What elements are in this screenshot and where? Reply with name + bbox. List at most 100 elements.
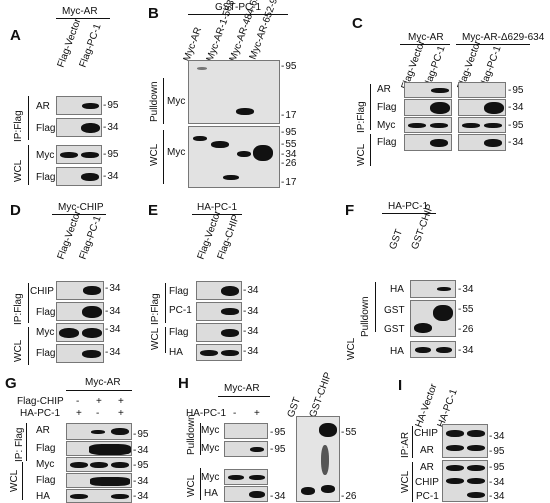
panel-c-wcl-bracket	[370, 134, 371, 166]
panel-e-blot-2	[196, 302, 242, 321]
panel-i-blot-2	[442, 460, 488, 502]
panel-b-mw-wcl-1: 95	[281, 128, 296, 138]
panel-b-lane-1: Myc-AR	[181, 25, 205, 63]
panel-i-lane-2: HA-PC-1	[435, 387, 460, 429]
panel-d-blot-1	[56, 281, 104, 300]
panel-c-title-line-right	[456, 44, 530, 45]
panel-g-blot-2	[66, 441, 132, 456]
panel-d-ip-label: IP:Flag	[13, 293, 24, 325]
panel-a-row-4: Flag	[36, 172, 56, 183]
panel-h-treat: HA-PC-1	[186, 408, 227, 419]
panel-h-gel-mw-2: 26	[341, 492, 356, 502]
panel-f-mw-1: 34	[458, 285, 473, 295]
panel-h-blot-1	[224, 423, 268, 439]
panel-f-mw-3: 26	[458, 325, 473, 335]
panel-e-blot-4	[196, 344, 242, 361]
panel-a-row-2: Flag	[36, 123, 56, 134]
panel-d-ip-bracket	[28, 283, 29, 323]
panel-b-title: GST-PC-1	[215, 2, 262, 13]
panel-c-blot-8	[458, 134, 506, 151]
panel-h-mw-1: 95	[270, 428, 285, 438]
panel-h-gel-lane-2: GST-CHIP	[307, 370, 335, 419]
panel-g-row-4: Flag	[36, 475, 56, 486]
panel-c-title-line-left	[400, 44, 450, 45]
panel-g-letter: G	[5, 375, 17, 392]
panel-b-blot-pulldown	[188, 60, 280, 124]
panel-c-blot-6	[458, 99, 506, 116]
panel-g-row-2: Flag	[36, 443, 56, 454]
panel-e-wcl-bracket	[165, 327, 166, 353]
panel-h-row-2: Myc	[201, 443, 220, 454]
panel-g-sign-2-2: -	[96, 408, 100, 419]
panel-g-treat-2: HA-PC-1	[20, 408, 61, 419]
panel-g-ip-bracket	[26, 423, 27, 461]
panel-i-row-1: CHIP	[414, 428, 438, 439]
panel-e-mw-2: 34	[243, 307, 258, 317]
panel-h-title-line	[218, 396, 270, 397]
panel-f-row-2: GST	[384, 305, 405, 316]
panel-e-row-1: Flag	[169, 286, 189, 297]
panel-a-row-3: Myc	[36, 150, 55, 161]
panel-e-row-4: HA	[169, 347, 183, 358]
panel-i-mw-5: 34	[489, 492, 504, 502]
panel-a-mw-4: 34	[103, 172, 118, 182]
panel-g-treat-1: Flag-CHIP	[17, 396, 64, 407]
panel-d-mw-1: 34	[105, 284, 120, 294]
panel-b-mw-wcl-4: 26	[281, 159, 296, 169]
panel-d-letter: D	[10, 202, 21, 219]
panel-i-ip-bracket	[412, 426, 413, 458]
panel-d-mw-4: 34	[105, 348, 120, 358]
panel-c-mw-1: 95	[508, 86, 523, 96]
panel-i-row-5: PC-1	[416, 491, 439, 502]
panel-c-mw-3: 95	[508, 121, 523, 131]
panel-g-mw-2: 34	[133, 446, 148, 456]
panel-f-row-4: HA	[390, 346, 404, 357]
panel-c-blot-7	[458, 117, 506, 133]
panel-i-row-4: CHIP	[415, 477, 439, 488]
panel-a-wcl-bracket	[28, 145, 29, 185]
panel-g-sign-2-1: +	[76, 408, 82, 419]
panel-g-mw-5: 34	[133, 492, 148, 502]
panel-b-pulldown-label: Pulldown	[149, 81, 160, 122]
panel-d-mw-3: 34	[105, 325, 120, 335]
panel-c-blot-2	[404, 99, 452, 116]
panel-d-blot-3	[56, 323, 104, 342]
panel-a-title-line	[56, 18, 110, 19]
panel-a-ip-label: IP:Flag	[13, 110, 24, 142]
panel-g-sign-1-2: +	[96, 396, 102, 407]
panel-f-wcl-label: WCL	[346, 337, 357, 360]
panel-f-blot-3	[410, 341, 456, 358]
panel-h-pulldown-bracket	[200, 423, 201, 455]
panel-e-ip-bracket	[165, 283, 166, 323]
panel-h-blot-2	[224, 441, 268, 457]
panel-f-row-1: HA	[390, 284, 404, 295]
panel-b-blot-wcl	[188, 126, 280, 188]
panel-c-letter: C	[352, 15, 363, 32]
panel-g-blot-4	[66, 473, 132, 488]
panel-i-mw-3: 95	[489, 463, 504, 473]
panel-b-mw-pull-2: 17	[281, 111, 296, 121]
panel-a-blot-3	[56, 145, 102, 164]
panel-d-title: Myc-CHIP	[58, 202, 104, 213]
panel-h-gel	[296, 416, 340, 502]
panel-e-title-line	[192, 214, 242, 215]
panel-d-mw-2: 34	[105, 307, 120, 317]
panel-e-title: HA-PC-1	[197, 202, 238, 213]
panel-a-blot-4	[56, 167, 102, 186]
panel-g-row-1: AR	[36, 425, 50, 436]
panel-e-row-2: PC-1	[169, 305, 192, 316]
panel-h-mw-2: 95	[270, 445, 285, 455]
panel-c-wcl-label: WCL	[356, 143, 367, 166]
panel-g-sign-1-1: -	[76, 396, 80, 407]
panel-d-blot-2	[56, 302, 104, 321]
panel-c-row-1: AR	[377, 84, 391, 95]
panel-c-row-2: Flag	[377, 102, 397, 113]
panel-f-lane-1: GST	[387, 227, 406, 251]
panel-g-mw-4: 34	[133, 477, 148, 487]
panel-a-row-1: AR	[36, 101, 50, 112]
panel-a-mw-3: 95	[103, 150, 118, 160]
panel-h-wcl-bracket	[200, 468, 201, 500]
panel-c-title-right: Myc-AR-Δ629-634	[462, 32, 545, 43]
panel-a-wcl-label: WCL	[13, 159, 24, 182]
panel-a-blot-1	[56, 96, 102, 115]
